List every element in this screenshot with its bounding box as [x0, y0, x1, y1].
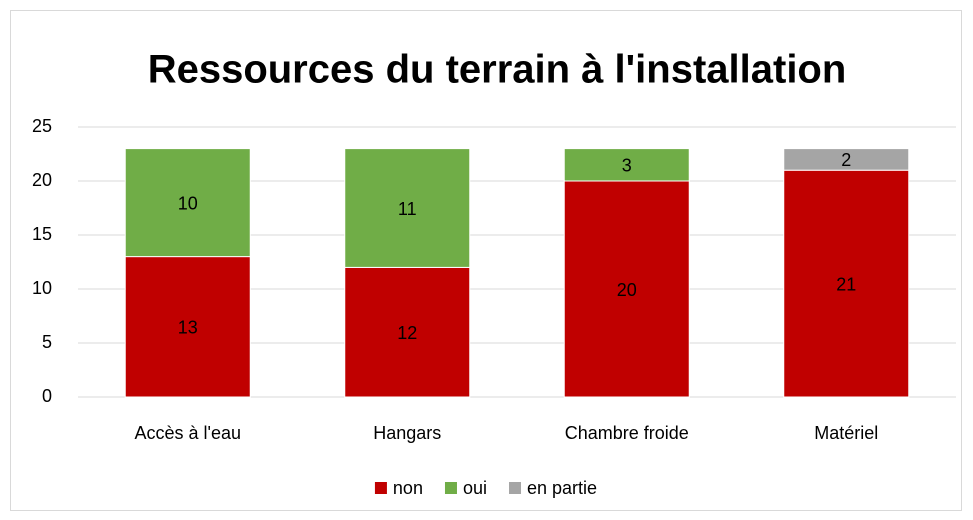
x-tick-label: Matériel [814, 423, 878, 443]
bar-segment [124, 148, 251, 258]
bar-segment [783, 169, 910, 398]
data-label: 12 [397, 323, 417, 343]
data-label: 13 [178, 318, 198, 338]
chart-title: Ressources du terrain à l'installation [148, 48, 847, 92]
y-tick-label: 15 [32, 224, 52, 244]
legend-label: non [393, 478, 423, 498]
data-label: 21 [836, 274, 856, 294]
y-tick-label: 25 [32, 116, 52, 136]
y-tick-label: 10 [32, 278, 52, 298]
bar-segment [124, 256, 251, 398]
data-label: 3 [622, 156, 632, 176]
bar-segment [563, 148, 690, 182]
x-tick-label: Accès à l'eau [135, 423, 242, 443]
x-tick-label: Hangars [373, 423, 441, 443]
data-label: 2 [841, 150, 851, 170]
x-tick-label: Chambre froide [565, 423, 689, 443]
y-tick-label: 0 [42, 386, 52, 406]
y-tick-label: 5 [42, 332, 52, 352]
data-label: 20 [617, 280, 637, 300]
data-label: 10 [178, 193, 198, 213]
bar-segment [783, 148, 910, 171]
legend-swatch [444, 482, 457, 494]
legend-label: en partie [527, 478, 597, 498]
legend-label: oui [463, 478, 487, 498]
legend-swatch [509, 482, 522, 494]
y-tick-label: 20 [32, 170, 52, 190]
bar-segment [563, 180, 690, 398]
data-label: 11 [398, 199, 417, 219]
bar-segment [344, 148, 471, 268]
legend-swatch [374, 482, 387, 494]
